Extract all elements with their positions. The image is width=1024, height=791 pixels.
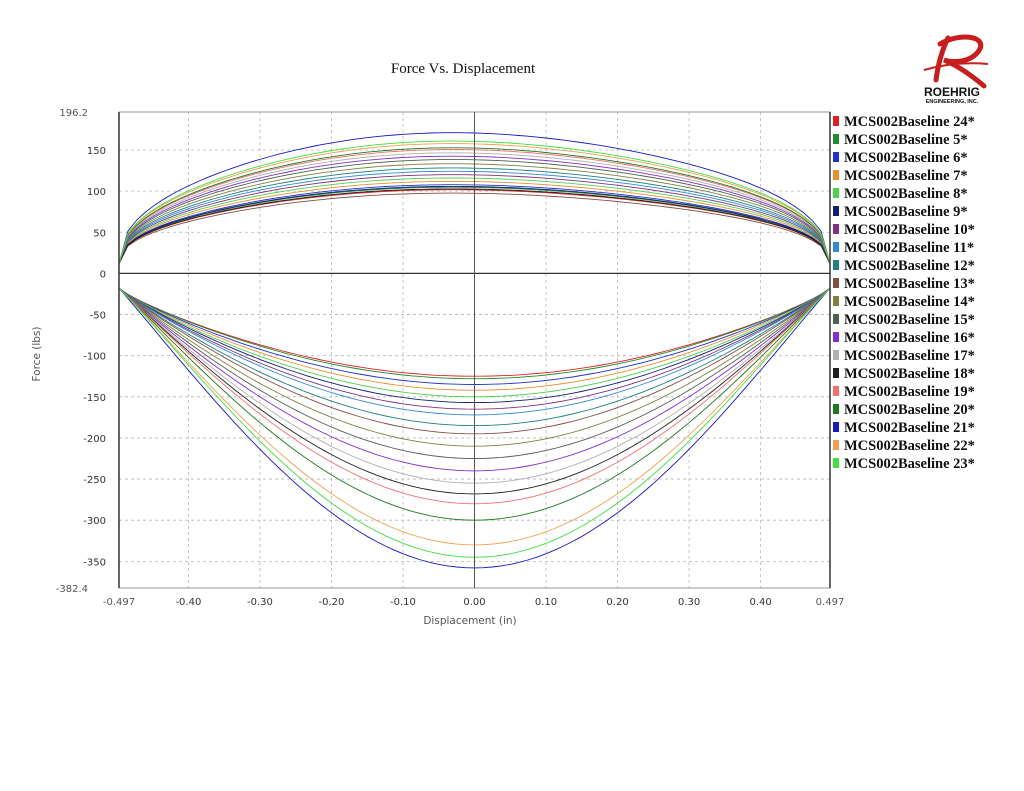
legend-swatch: [833, 386, 839, 396]
legend-entry: MCS002Baseline 23*: [844, 456, 975, 472]
x-axis-label: Displacement (in): [423, 615, 516, 627]
legend-swatch: [833, 296, 839, 306]
legend-entry: MCS002Baseline 10*: [844, 222, 975, 238]
legend-swatch: [833, 242, 839, 252]
y-tick-label: -50: [90, 311, 106, 322]
legend-entry: MCS002Baseline 12*: [844, 258, 975, 274]
legend-entry: MCS002Baseline 18*: [844, 366, 975, 382]
x-tick-label: 0.30: [678, 597, 700, 608]
legend-swatch: [833, 314, 839, 324]
y-tick-label: 196.2: [59, 108, 88, 119]
legend-entry: MCS002Baseline 11*: [844, 240, 974, 256]
y-tick-label: 0: [100, 269, 106, 280]
legend-entry: MCS002Baseline 19*: [844, 384, 975, 400]
y-tick-label: -350: [83, 557, 106, 568]
y-tick-label: -100: [83, 352, 106, 363]
legend-entry: MCS002Baseline 5*: [844, 132, 968, 148]
logo-swoosh: [923, 62, 989, 71]
logo-tagline: ENGINEERING, INC.: [926, 99, 979, 105]
x-tick-label: -0.497: [103, 597, 135, 608]
legend-swatch: [833, 224, 839, 234]
legend-swatch: [833, 350, 839, 360]
tick-labels: -0.497 -0.40 -0.30 -0.20 -0.10 0.00 0.10 0.20 0.…: [56, 108, 845, 608]
legend-entry: MCS002Baseline 17*: [844, 348, 975, 364]
y-tick-label: -200: [83, 434, 106, 445]
legend-entry: MCS002Baseline 22*: [844, 438, 975, 454]
legend-swatch: [833, 206, 839, 216]
x-tick-label: -0.20: [319, 597, 345, 608]
y-tick-label: -150: [83, 393, 106, 404]
legend-swatch: [833, 260, 839, 270]
legend: MCS002Baseline 24* MCS002Baseline 5* MCS00…: [833, 114, 975, 472]
legend-swatch: [833, 332, 839, 342]
y-axis-label: Force (lbs): [31, 327, 43, 382]
logo-name: ROEHRIG: [924, 85, 980, 99]
legend-entry: MCS002Baseline 8*: [844, 186, 968, 202]
legend-swatch: [833, 278, 839, 288]
logo-r-mark: [933, 34, 987, 89]
x-tick-label: 0.00: [463, 597, 485, 608]
legend-entry: MCS002Baseline 24*: [844, 114, 975, 130]
y-tick-label: -250: [83, 475, 106, 486]
legend-swatch: [833, 188, 839, 198]
y-tick-label: 100: [87, 187, 106, 198]
x-tick-label: -0.10: [390, 597, 416, 608]
y-tick-label: 150: [87, 146, 106, 157]
legend-entry: MCS002Baseline 6*: [844, 150, 968, 166]
roehrig-logo: ROEHRIG ENGINEERING, INC.: [923, 34, 989, 105]
x-tick-label: 0.10: [535, 597, 557, 608]
x-tick-label: 0.20: [606, 597, 628, 608]
legend-swatch: [833, 116, 839, 126]
legend-swatch: [833, 404, 839, 414]
y-tick-label: -300: [83, 516, 106, 527]
legend-entry: MCS002Baseline 15*: [844, 312, 975, 328]
legend-entry: MCS002Baseline 16*: [844, 330, 975, 346]
legend-entry: MCS002Baseline 7*: [844, 168, 968, 184]
legend-entry: MCS002Baseline 20*: [844, 402, 975, 418]
x-tick-label: 0.40: [749, 597, 771, 608]
legend-swatch: [833, 368, 839, 378]
x-tick-label: -0.30: [247, 597, 273, 608]
legend-entry: MCS002Baseline 13*: [844, 276, 975, 292]
legend-swatch: [833, 152, 839, 162]
legend-entry: MCS002Baseline 14*: [844, 294, 975, 310]
legend-swatch: [833, 134, 839, 144]
legend-entry: MCS002Baseline 9*: [844, 204, 968, 220]
legend-swatch: [833, 458, 839, 468]
series-lines: [118, 132, 831, 569]
legend-swatch: [833, 422, 839, 432]
y-tick-label: 50: [93, 228, 106, 239]
legend-entry: MCS002Baseline 21*: [844, 420, 975, 436]
chart-title: Force Vs. Displacement: [391, 61, 536, 77]
x-tick-label: -0.40: [175, 597, 201, 608]
y-tick-label: -382.4: [56, 584, 88, 595]
axes: [118, 111, 831, 589]
legend-swatch: [833, 170, 839, 180]
legend-swatch: [833, 440, 839, 450]
x-tick-label: 0.497: [816, 597, 845, 608]
